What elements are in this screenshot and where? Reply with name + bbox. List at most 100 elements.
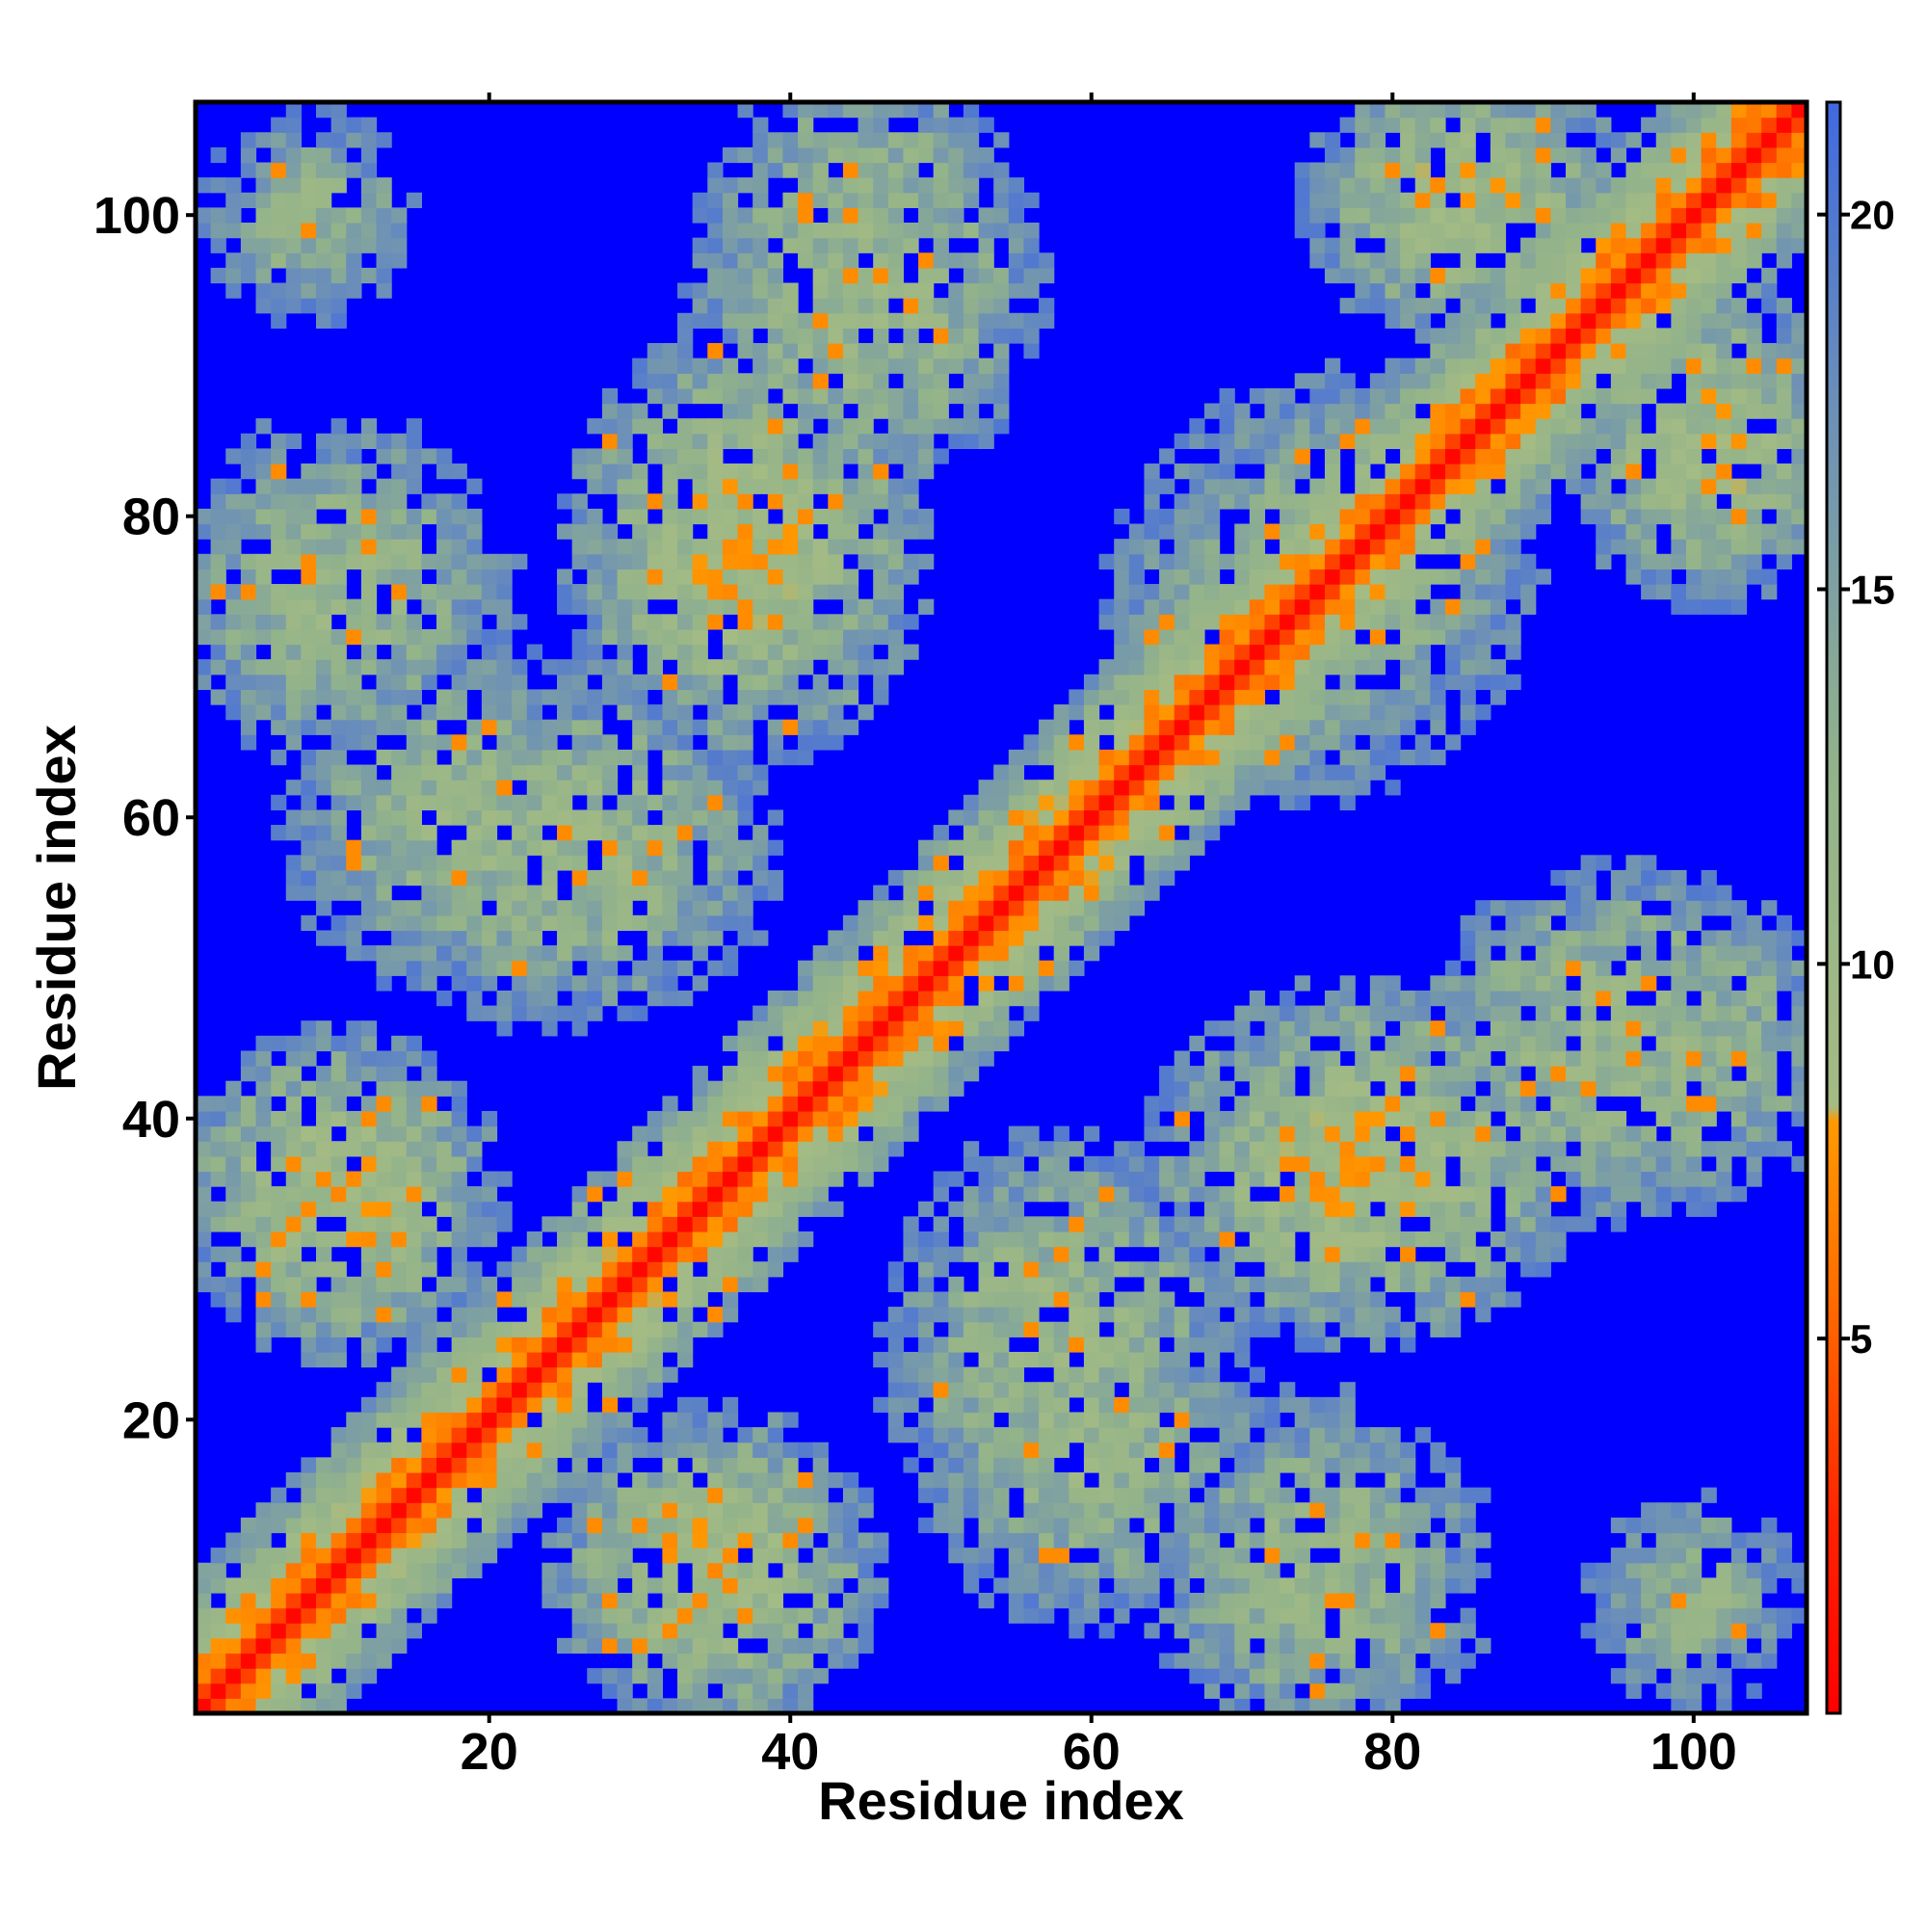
heatmap-cell bbox=[632, 1487, 648, 1503]
heatmap-cell bbox=[316, 282, 332, 299]
heatmap-cell bbox=[541, 1457, 558, 1473]
heatmap-cell bbox=[632, 809, 648, 826]
heatmap-cell bbox=[647, 1637, 664, 1654]
heatmap-cell bbox=[1023, 930, 1040, 946]
heatmap-cell bbox=[436, 930, 453, 946]
heatmap-cell bbox=[812, 614, 829, 630]
heatmap-cell bbox=[737, 146, 753, 164]
heatmap-cell bbox=[1324, 1110, 1341, 1127]
heatmap-cell bbox=[737, 373, 753, 389]
heatmap-cell bbox=[1023, 1412, 1040, 1428]
heatmap-cell bbox=[255, 523, 272, 540]
heatmap-cell bbox=[436, 1155, 453, 1173]
heatmap-cell bbox=[617, 1592, 633, 1609]
heatmap-cell bbox=[1625, 1125, 1642, 1142]
heatmap-cell bbox=[587, 900, 603, 916]
heatmap-cell bbox=[360, 1155, 378, 1173]
heatmap-cell bbox=[301, 628, 317, 646]
heatmap-cell bbox=[1294, 1637, 1310, 1654]
heatmap-cell bbox=[346, 719, 362, 735]
heatmap-cell bbox=[1625, 1171, 1642, 1187]
heatmap-cell bbox=[526, 1366, 543, 1383]
heatmap-cell bbox=[526, 930, 543, 946]
heatmap-cell bbox=[873, 885, 889, 901]
heatmap-cell bbox=[1249, 1216, 1266, 1232]
heatmap-cell bbox=[1610, 1562, 1627, 1578]
heatmap-cell bbox=[617, 1457, 633, 1473]
heatmap-cell bbox=[887, 357, 905, 374]
heatmap-cell bbox=[722, 960, 739, 976]
heatmap-cell bbox=[466, 1471, 483, 1489]
heatmap-cell bbox=[601, 1171, 619, 1187]
heatmap-cell bbox=[421, 1442, 437, 1458]
heatmap-cell bbox=[858, 282, 874, 299]
heatmap-cell bbox=[933, 1457, 949, 1473]
heatmap-cell bbox=[1234, 1020, 1251, 1037]
heatmap-cell bbox=[1701, 975, 1717, 992]
heatmap-cell bbox=[1324, 1155, 1341, 1173]
heatmap-cell bbox=[767, 689, 784, 705]
heatmap-cell bbox=[255, 1080, 272, 1097]
heatmap-cell bbox=[466, 1231, 483, 1248]
heatmap-cell bbox=[1685, 1637, 1703, 1654]
heatmap-cell bbox=[993, 1246, 1010, 1262]
heatmap-cell bbox=[1641, 1548, 1657, 1564]
heatmap-cell bbox=[571, 719, 588, 735]
heatmap-cell bbox=[225, 1216, 242, 1232]
heatmap-cell bbox=[933, 930, 949, 946]
heatmap-cell bbox=[451, 704, 467, 721]
heatmap-cell bbox=[1280, 1577, 1296, 1594]
heatmap-cell bbox=[1203, 1337, 1221, 1353]
heatmap-cell bbox=[737, 1110, 753, 1127]
heatmap-cell bbox=[360, 1066, 378, 1082]
heatmap-cell bbox=[933, 237, 949, 253]
heatmap-cell bbox=[271, 553, 287, 570]
heatmap-cell bbox=[301, 207, 317, 224]
heatmap-cell bbox=[421, 839, 437, 856]
heatmap-cell bbox=[301, 855, 317, 871]
heatmap-cell bbox=[1355, 1442, 1371, 1458]
heatmap-cell bbox=[225, 659, 242, 675]
heatmap-cell bbox=[255, 282, 272, 299]
heatmap-cell bbox=[1144, 1562, 1160, 1578]
heatmap-cell bbox=[301, 1548, 317, 1564]
heatmap-cell bbox=[271, 674, 287, 691]
heatmap-cell bbox=[571, 1216, 588, 1232]
heatmap-cell bbox=[798, 569, 814, 585]
heatmap-cell bbox=[1294, 1623, 1310, 1639]
heatmap-cell bbox=[828, 403, 844, 419]
heatmap-cell bbox=[587, 1412, 603, 1428]
heatmap-cell bbox=[285, 1653, 302, 1669]
heatmap-cell bbox=[1430, 1125, 1446, 1142]
heatmap-cell bbox=[632, 1607, 648, 1624]
heatmap-cell bbox=[406, 192, 422, 208]
heatmap-cell bbox=[587, 1607, 603, 1624]
heatmap-cell bbox=[1716, 1066, 1732, 1082]
heatmap-cell bbox=[798, 644, 814, 660]
heatmap-cell bbox=[993, 1201, 1010, 1217]
heatmap-cell bbox=[767, 1668, 784, 1684]
heatmap-cell bbox=[587, 1502, 603, 1519]
heatmap-cell bbox=[1671, 960, 1687, 976]
heatmap-cell bbox=[301, 659, 317, 675]
heatmap-cell bbox=[1339, 1321, 1356, 1337]
heatmap-cell bbox=[196, 1125, 212, 1142]
heatmap-cell bbox=[210, 1216, 226, 1232]
heatmap-cell bbox=[330, 1261, 347, 1278]
heatmap-cell bbox=[1280, 1637, 1296, 1654]
heatmap-cell bbox=[451, 674, 467, 691]
heatmap-cell bbox=[842, 1637, 859, 1654]
heatmap-cell bbox=[466, 1141, 483, 1157]
heatmap-cell bbox=[301, 1231, 317, 1248]
heatmap-cell bbox=[918, 508, 935, 525]
heatmap-cell bbox=[526, 1337, 543, 1353]
heatmap-cell bbox=[1355, 1517, 1371, 1534]
heatmap-cell bbox=[948, 1442, 964, 1458]
heatmap-cell bbox=[225, 448, 242, 464]
heatmap-cell bbox=[812, 1125, 829, 1142]
heatmap-cell bbox=[918, 990, 935, 1007]
heatmap-cell bbox=[887, 493, 905, 510]
heatmap-cell bbox=[466, 869, 483, 887]
heatmap-cell bbox=[812, 945, 829, 962]
heatmap-cell bbox=[1550, 1125, 1567, 1142]
